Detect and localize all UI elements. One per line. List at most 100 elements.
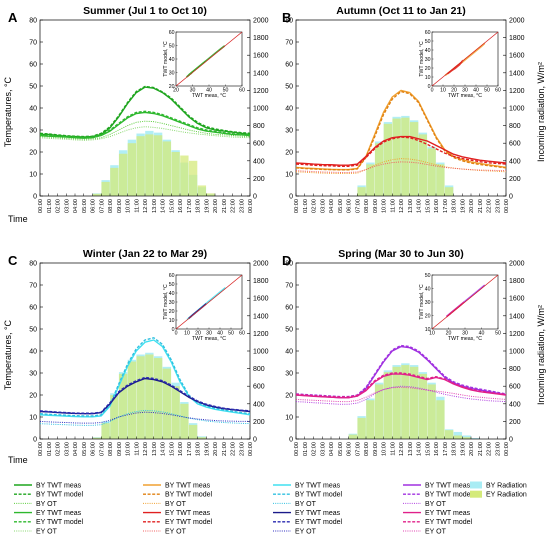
panel-b: B Autumn (Oct 11 to Jan 21) 0 10 20 30 40 50 6…: [282, 5, 525, 213]
y-tick-label: 20: [285, 393, 293, 400]
x-tick-label: 23:00: [239, 199, 245, 213]
x-tick-label: 19:00: [204, 199, 210, 213]
y-tick-label: 70: [29, 40, 37, 47]
x-tick-label: 20:00: [469, 442, 475, 456]
inset-y-tick-label: 50: [425, 273, 431, 279]
x-tick-label: 15:00: [169, 442, 175, 456]
panel-b-title: Autumn (Oct 11 to Jan 21): [336, 5, 466, 17]
x-tick-label: 04:00: [329, 442, 335, 456]
y-tick-label: 10: [285, 415, 293, 422]
inset-plot: 0 10 20 30 40 50 60 0 10 20 30 40 50 60 TWT meas, °C TW…: [419, 30, 501, 99]
x-tick-label: 16:00: [178, 199, 184, 213]
y2-tick-label: 1000: [253, 106, 269, 113]
inset-identity-line: [431, 31, 499, 87]
legend-label: BY TWT model: [425, 492, 473, 499]
inset-x-tick-label: 20: [451, 88, 457, 94]
y2-tick-label: 1200: [253, 331, 269, 338]
legend-label: BY OT: [165, 501, 187, 508]
x-tick-label: 09:00: [117, 199, 123, 213]
ey-radiation-bar: [118, 373, 128, 439]
x-tick-label: 05:00: [82, 442, 88, 456]
inset-y-tick-label: 30: [169, 300, 175, 306]
y2-tick-label: 600: [253, 141, 265, 148]
x-tick-label: 04:00: [73, 442, 79, 456]
panel-c: C Winter (Jan 22 to Mar 29) 0 10 20 30 40 50 6…: [8, 248, 269, 456]
ey-radiation-bar: [197, 437, 207, 439]
series-line-by-ot: [39, 409, 251, 426]
inset-y-tick-label: 40: [169, 57, 175, 63]
x-tick-label: 01:00: [47, 199, 53, 213]
legend-label-radiation: BY Radiation: [486, 482, 527, 489]
inset-identity-line: [431, 274, 499, 330]
panel-b-letter: B: [282, 10, 291, 25]
inset-y-label: TWT model, °C: [419, 41, 425, 77]
y2-tick-label: 1800: [509, 278, 525, 285]
inset-y-tick-label: 40: [425, 286, 431, 292]
y2-tick-label: 1800: [253, 278, 269, 285]
y-tick-label: 20: [29, 150, 37, 157]
inset-identity-line: [175, 274, 243, 330]
y-tick-label: 10: [29, 172, 37, 179]
panel-c-letter: C: [8, 253, 18, 268]
inset-x-tick-label: 30: [462, 331, 468, 337]
inset-x-tick-label: 30: [206, 331, 212, 337]
series-line-ey-ot: [39, 411, 250, 424]
inset-x-tick-label: 20: [173, 88, 179, 94]
x-tick-label: 20:00: [469, 199, 475, 213]
inset-y-tick-label: 30: [425, 57, 431, 63]
x-tick-label: 23:00: [495, 199, 501, 213]
x-tick-label: 16:00: [434, 442, 440, 456]
x-tick-label: 00:00: [38, 199, 44, 213]
y2-tick-label: 0: [509, 194, 513, 201]
x-tick-label: 05:00: [338, 199, 344, 213]
x-tick-label: 00:00: [38, 442, 44, 456]
x-tick-label: 12:00: [399, 199, 405, 213]
x-tick-label: 22:00: [487, 199, 493, 213]
y-tick-label: 30: [29, 371, 37, 378]
y-tick-label: 20: [285, 150, 293, 157]
x-tick-label: 00:00: [248, 199, 254, 213]
panel-c-title: Winter (Jan 22 to Mar 29): [83, 248, 207, 260]
inset-x-tick-label: 40: [206, 88, 212, 94]
x-tick-label: 05:00: [338, 442, 344, 456]
x-tick-label: 03:00: [320, 442, 326, 456]
x-tick-label: 14:00: [161, 442, 167, 456]
y-tick-label: 60: [29, 305, 37, 312]
time-label-top: Time: [8, 214, 28, 224]
x-tick-label: 07:00: [355, 199, 361, 213]
inset-y-tick-label: 20: [425, 66, 431, 72]
inset-y-tick-label: 0: [428, 84, 431, 90]
x-tick-label: 23:00: [239, 442, 245, 456]
y-tick-label: 20: [29, 393, 37, 400]
x-tick-label: 06:00: [91, 442, 97, 456]
x-tick-label: 15:00: [425, 442, 431, 456]
x-tick-label: 20:00: [213, 442, 219, 456]
y2-tick-label: 0: [253, 194, 257, 201]
x-tick-label: 06:00: [91, 199, 97, 213]
x-tick-label: 22:00: [231, 442, 237, 456]
y2-tick-label: 400: [253, 401, 265, 408]
ey-radiation-bar: [357, 417, 366, 439]
y2-tick-label: 1000: [253, 349, 269, 356]
y2-tick-label: 400: [509, 158, 521, 165]
x-tick-label: 19:00: [460, 442, 466, 456]
x-tick-label: 16:00: [434, 199, 440, 213]
legend-label: EY TWT model: [165, 519, 213, 526]
x-tick-label: 03:00: [64, 199, 70, 213]
x-tick-label: 13:00: [408, 199, 414, 213]
x-tick-label: 10:00: [382, 199, 388, 213]
inset-y-tick-label: 50: [425, 39, 431, 45]
legend-label: EY TWT model: [295, 519, 343, 526]
ey-radiation-bar: [127, 143, 137, 196]
legend-label: BY TWT model: [165, 492, 213, 499]
inset-y-tick-label: 0: [172, 327, 175, 333]
ey-radiation-bar: [180, 403, 189, 439]
y2-tick-label: 0: [509, 437, 513, 444]
by-radiation-bar: [471, 438, 480, 439]
x-tick-label: 00:00: [504, 442, 510, 456]
y2-tick-label: 800: [509, 366, 521, 373]
inset-x-tick-label: 0: [431, 88, 434, 94]
x-tick-label: 00:00: [294, 442, 300, 456]
inset-x-tick-label: 40: [473, 88, 479, 94]
